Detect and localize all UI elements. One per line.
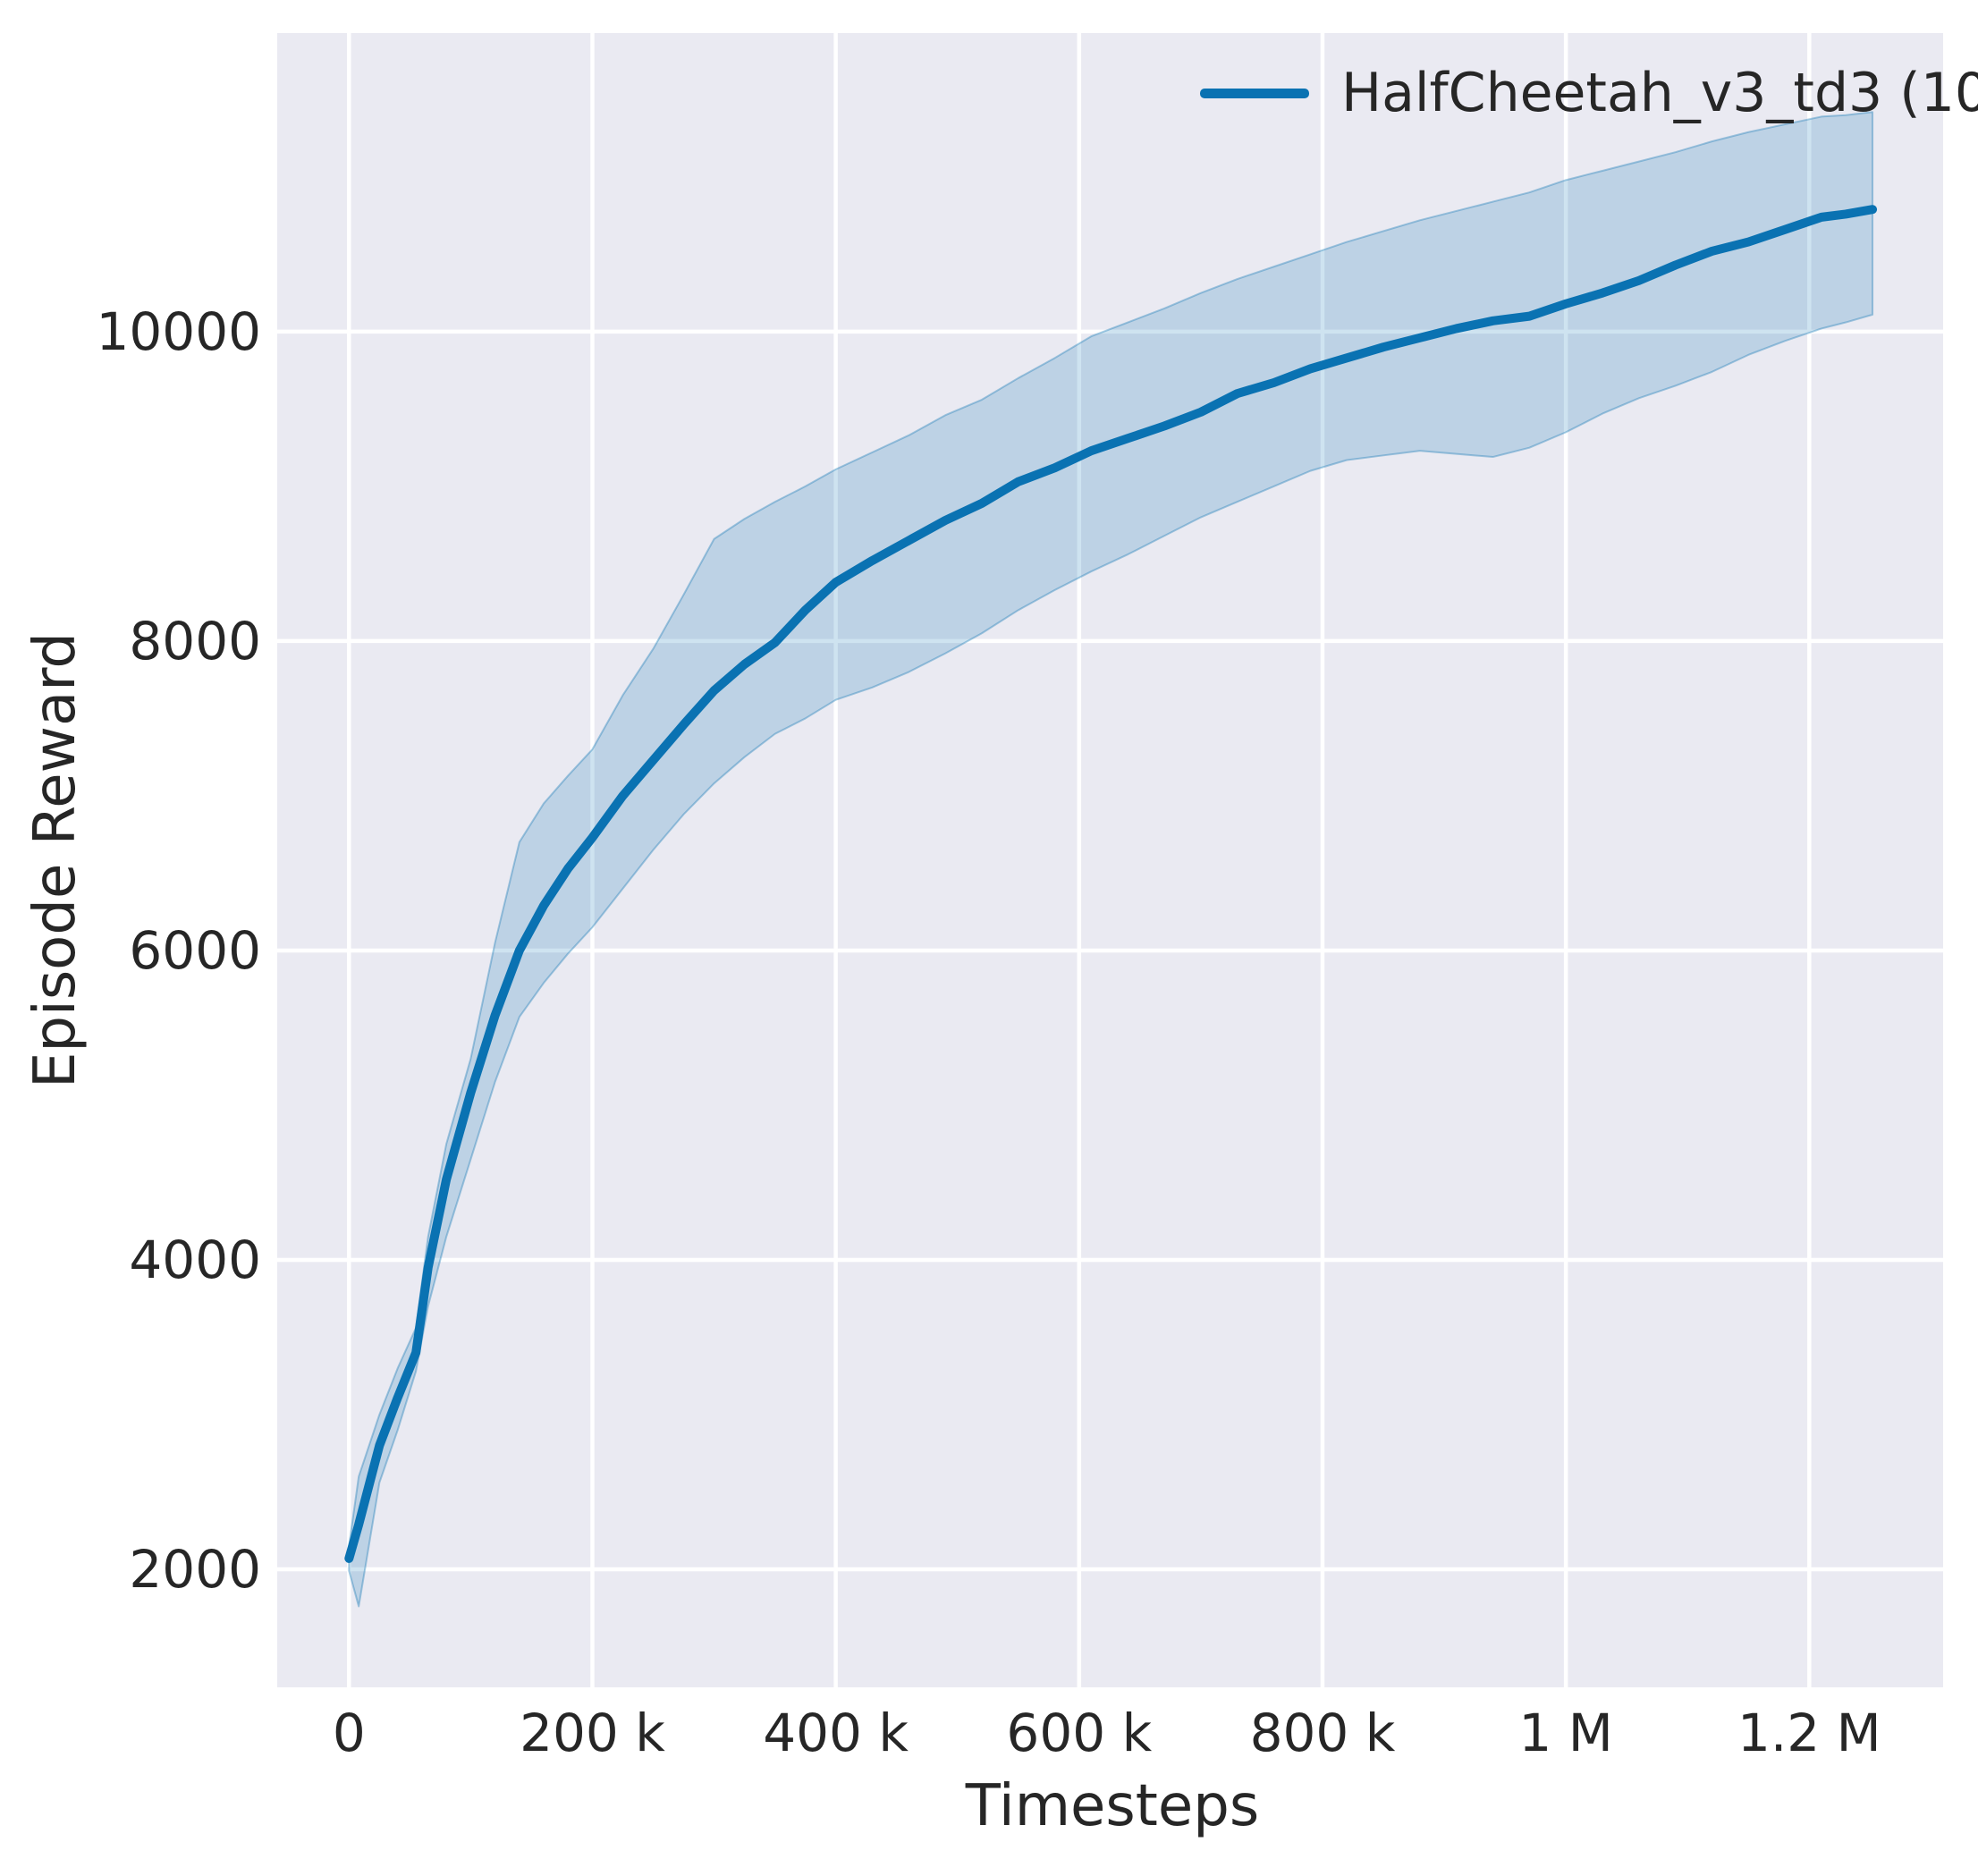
y-tick-label: 4000: [129, 1229, 261, 1290]
confidence-band: [348, 111, 1874, 1608]
x-tick-label: 1.2 M: [1737, 1703, 1881, 1763]
x-tick-label: 800 k: [1249, 1703, 1396, 1763]
legend: HalfCheetah_v3_td3 (10): [1200, 59, 1978, 127]
x-tick-label: 1 M: [1518, 1703, 1613, 1763]
y-tick-label: 10000: [96, 300, 261, 362]
y-axis-label: Episode Reward: [22, 631, 89, 1089]
legend-series-label: HalfCheetah_v3_td3 (10): [1341, 62, 1978, 124]
y-tick-label: 6000: [129, 919, 261, 981]
plot-panel: [277, 33, 1943, 1687]
x-tick-label: 600 k: [1006, 1703, 1153, 1763]
x-tick-label: 200 k: [520, 1703, 665, 1763]
y-tick-label: 8000: [129, 610, 261, 672]
x-tick-label: 400 k: [763, 1703, 909, 1763]
x-tick-label: 0: [332, 1703, 366, 1763]
legend-line-swatch: [1200, 88, 1309, 98]
x-axis-label: Timesteps: [965, 1773, 1260, 1839]
mean-line: [344, 205, 1878, 1563]
y-tick-label: 2000: [129, 1538, 261, 1600]
